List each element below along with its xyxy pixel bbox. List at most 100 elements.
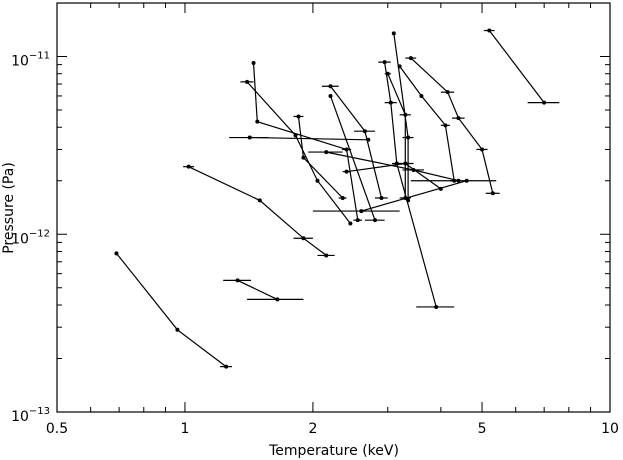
data-point — [542, 100, 547, 105]
series-7 — [293, 114, 347, 200]
x-tick-label: 2 — [308, 421, 317, 437]
data-point — [487, 28, 492, 33]
data-point — [275, 297, 280, 302]
series-line — [116, 253, 227, 368]
data-point — [406, 198, 411, 203]
series-11 — [312, 178, 469, 214]
series-10 — [308, 150, 497, 183]
series-8 — [321, 84, 388, 200]
data-point — [434, 304, 439, 309]
data-point — [388, 100, 393, 105]
series-line — [237, 279, 278, 300]
x-tick-label: 0.5 — [46, 421, 68, 437]
series-5 — [229, 135, 371, 142]
series-line — [346, 162, 442, 190]
data-point — [443, 123, 448, 128]
y-tick-label: 10−11 — [11, 51, 50, 70]
series-line — [399, 66, 455, 181]
data-point — [255, 119, 260, 124]
series-17 — [405, 56, 500, 196]
data-point — [301, 236, 306, 241]
data-point — [235, 278, 240, 283]
data-point — [324, 150, 329, 155]
x-tick-labels: 0.5 1 2 5 10 — [46, 421, 619, 437]
data-point — [296, 114, 301, 119]
data-point — [257, 198, 262, 203]
data-point — [452, 178, 457, 183]
data-point — [397, 64, 402, 69]
x-tick-label: 5 — [478, 421, 487, 437]
data-point — [385, 71, 390, 76]
y-tick-base: 10 — [11, 54, 29, 70]
data-point — [348, 221, 353, 226]
data-point — [394, 161, 399, 166]
series-2 — [183, 164, 335, 258]
data-point — [373, 218, 378, 223]
data-point — [438, 186, 443, 191]
data-point — [344, 147, 349, 152]
data-point — [464, 178, 469, 183]
data-point — [406, 135, 411, 140]
data-point — [315, 178, 320, 183]
y-tick-label: 10−13 — [11, 406, 50, 425]
series-line — [326, 151, 459, 182]
series-16 — [397, 64, 459, 183]
y-tick-exponent: −12 — [29, 228, 50, 239]
data-point — [355, 218, 360, 223]
data-point — [245, 79, 250, 84]
data-point — [379, 195, 384, 200]
data-point — [114, 251, 119, 256]
data-point — [175, 327, 180, 332]
x-tick-label: 10 — [601, 421, 619, 437]
data-point — [301, 155, 306, 160]
data-point — [293, 133, 298, 138]
y-tick-base: 10 — [11, 409, 29, 425]
x-tick-label: 1 — [180, 421, 189, 437]
data-point — [247, 135, 252, 140]
y-axis-label: Pressure (Pa) — [1, 162, 17, 254]
data-point — [224, 364, 229, 369]
data-point — [251, 60, 256, 65]
y-tick-exponent: −11 — [29, 51, 50, 62]
data-series — [114, 28, 560, 369]
series-3 — [223, 278, 304, 302]
series-line — [188, 166, 327, 256]
series-4 — [251, 60, 363, 223]
data-point — [456, 116, 461, 121]
data-point — [328, 84, 333, 89]
series-1 — [114, 251, 232, 369]
data-point — [480, 147, 485, 152]
series-line — [488, 30, 545, 104]
data-point — [382, 60, 387, 65]
data-point — [340, 195, 345, 200]
series-line — [249, 136, 369, 141]
axis-ticks — [56, 2, 610, 413]
data-point — [362, 129, 367, 134]
data-point — [328, 93, 333, 98]
series-13 — [378, 60, 455, 309]
series-line — [330, 85, 383, 199]
data-point — [186, 164, 191, 169]
data-point — [359, 209, 364, 214]
series-line — [387, 73, 406, 198]
y-tick-label: 10−12 — [11, 228, 50, 247]
series-line — [410, 57, 494, 194]
data-point — [344, 169, 349, 174]
plot-frame — [56, 2, 611, 413]
data-point — [403, 195, 408, 200]
y-tick-exponent: −13 — [29, 406, 50, 417]
series-line — [384, 62, 437, 308]
data-point — [445, 90, 450, 95]
series-line — [252, 62, 359, 221]
series-6 — [240, 79, 353, 226]
series-line — [361, 180, 467, 212]
data-point — [324, 253, 329, 258]
y-tick-base: 10 — [11, 231, 29, 247]
data-point — [490, 191, 495, 196]
data-point — [408, 56, 413, 61]
series-line — [246, 81, 351, 224]
data-point — [419, 93, 424, 98]
data-point — [391, 31, 396, 36]
